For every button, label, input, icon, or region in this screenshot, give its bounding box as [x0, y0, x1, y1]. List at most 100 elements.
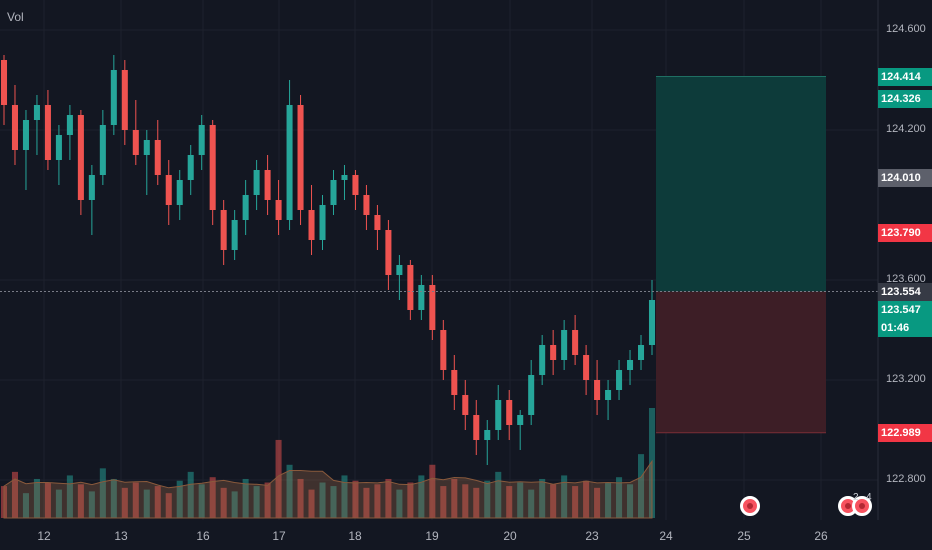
candle-body	[132, 130, 139, 155]
price-label-last: 123.554	[878, 282, 932, 301]
volume-bar	[220, 487, 227, 518]
volume-bars	[0, 408, 656, 519]
time-tick-label: 20	[503, 529, 517, 543]
volume-bar	[605, 482, 612, 518]
candle-body	[99, 125, 106, 175]
candle-body	[319, 205, 326, 240]
volume-bar	[637, 454, 645, 518]
candle-body	[33, 105, 40, 120]
price-label-sl: 122.989	[878, 423, 932, 442]
volume-bar	[187, 471, 194, 518]
volume-bar	[484, 480, 491, 518]
price-tick-label: 122.800	[886, 473, 926, 485]
event-marker-icon[interactable]	[740, 496, 760, 516]
position-loss-zone	[656, 291, 826, 433]
volume-bar	[231, 491, 238, 518]
candle-body	[264, 170, 271, 200]
price-label-ref: 124.010	[878, 168, 932, 187]
candle-body	[55, 135, 62, 160]
price-label-current: 123.547	[878, 300, 932, 319]
volume-bar	[11, 471, 19, 518]
candle-body	[363, 195, 370, 215]
candle-body	[176, 180, 183, 205]
volume-bar	[374, 484, 381, 518]
candle-body	[297, 105, 304, 210]
volume-bar	[550, 484, 557, 518]
candle-body	[352, 175, 359, 195]
candle-body	[550, 345, 557, 360]
volume-moving-average	[3, 459, 653, 519]
candlestick-series	[0, 55, 656, 465]
price-label-countdown: 01:46	[878, 318, 932, 337]
candle-body	[561, 330, 568, 360]
candle-body	[220, 210, 227, 250]
volume-bar	[352, 480, 359, 518]
volume-bar	[242, 478, 249, 518]
volume-bar	[451, 478, 458, 518]
volume-bar	[616, 477, 623, 518]
candle-body	[418, 285, 425, 310]
volume-bar	[88, 491, 95, 518]
candle-body	[341, 175, 348, 180]
volume-bar	[418, 475, 425, 518]
candle-body	[594, 380, 601, 400]
price-label-tp: 124.326	[878, 89, 932, 108]
volume-bar	[286, 464, 293, 518]
volume-indicator-label[interactable]: Vol	[7, 10, 24, 24]
price-tick-label: 124.600	[886, 23, 926, 35]
candle-body	[451, 370, 458, 395]
candle-body	[605, 390, 612, 400]
time-tick-label: 23	[585, 529, 599, 543]
price-tick-label: 124.200	[886, 123, 926, 135]
candle-body	[209, 125, 216, 210]
volume-bar	[594, 487, 601, 518]
candle-body	[637, 345, 645, 360]
volume-bar	[209, 477, 216, 518]
volume-bar	[330, 486, 337, 518]
volume-bar	[473, 487, 480, 518]
candle-body	[517, 415, 524, 425]
time-tick-label: 13	[114, 529, 128, 543]
candle-body	[143, 140, 150, 155]
candle-body	[528, 375, 535, 415]
volume-bar	[154, 486, 161, 518]
volume-bar	[539, 478, 546, 518]
volume-bar	[143, 489, 150, 518]
volume-bar	[440, 486, 447, 518]
volume-bar	[264, 482, 271, 518]
candle-body	[110, 70, 117, 125]
candle-body	[385, 230, 392, 275]
volume-bar	[66, 475, 73, 518]
volume-bar	[363, 487, 370, 518]
time-tick-label: 19	[425, 529, 439, 543]
long-position-tool	[656, 76, 826, 434]
volume-bar	[462, 484, 469, 518]
candle-body	[231, 220, 238, 250]
volume-bar	[506, 486, 513, 518]
volume-bar	[77, 484, 84, 518]
time-tick-label: 18	[348, 529, 362, 543]
candle-body	[429, 285, 436, 330]
volume-bar	[407, 482, 414, 518]
price-tick-label: 123.200	[886, 373, 926, 385]
volume-bar	[583, 480, 590, 518]
candle-body	[572, 330, 579, 355]
volume-bar	[341, 475, 348, 518]
volume-bar	[275, 439, 282, 518]
volume-bar	[22, 493, 29, 518]
time-tick-label: 17	[272, 529, 286, 543]
event-marker-icon[interactable]	[852, 496, 872, 516]
volume-bar	[253, 486, 260, 518]
volume-bar	[99, 468, 106, 518]
candle-body	[374, 215, 381, 230]
event-count-badge: 2	[853, 492, 859, 503]
event-count-badge: 4	[866, 492, 872, 503]
price-label-red: 123.790	[878, 223, 932, 242]
candle-body	[154, 140, 161, 175]
candle-body	[330, 180, 337, 205]
volume-bar	[528, 489, 535, 518]
candle-body	[187, 155, 194, 180]
volume-bar	[121, 487, 128, 518]
volume-bar	[308, 489, 315, 518]
